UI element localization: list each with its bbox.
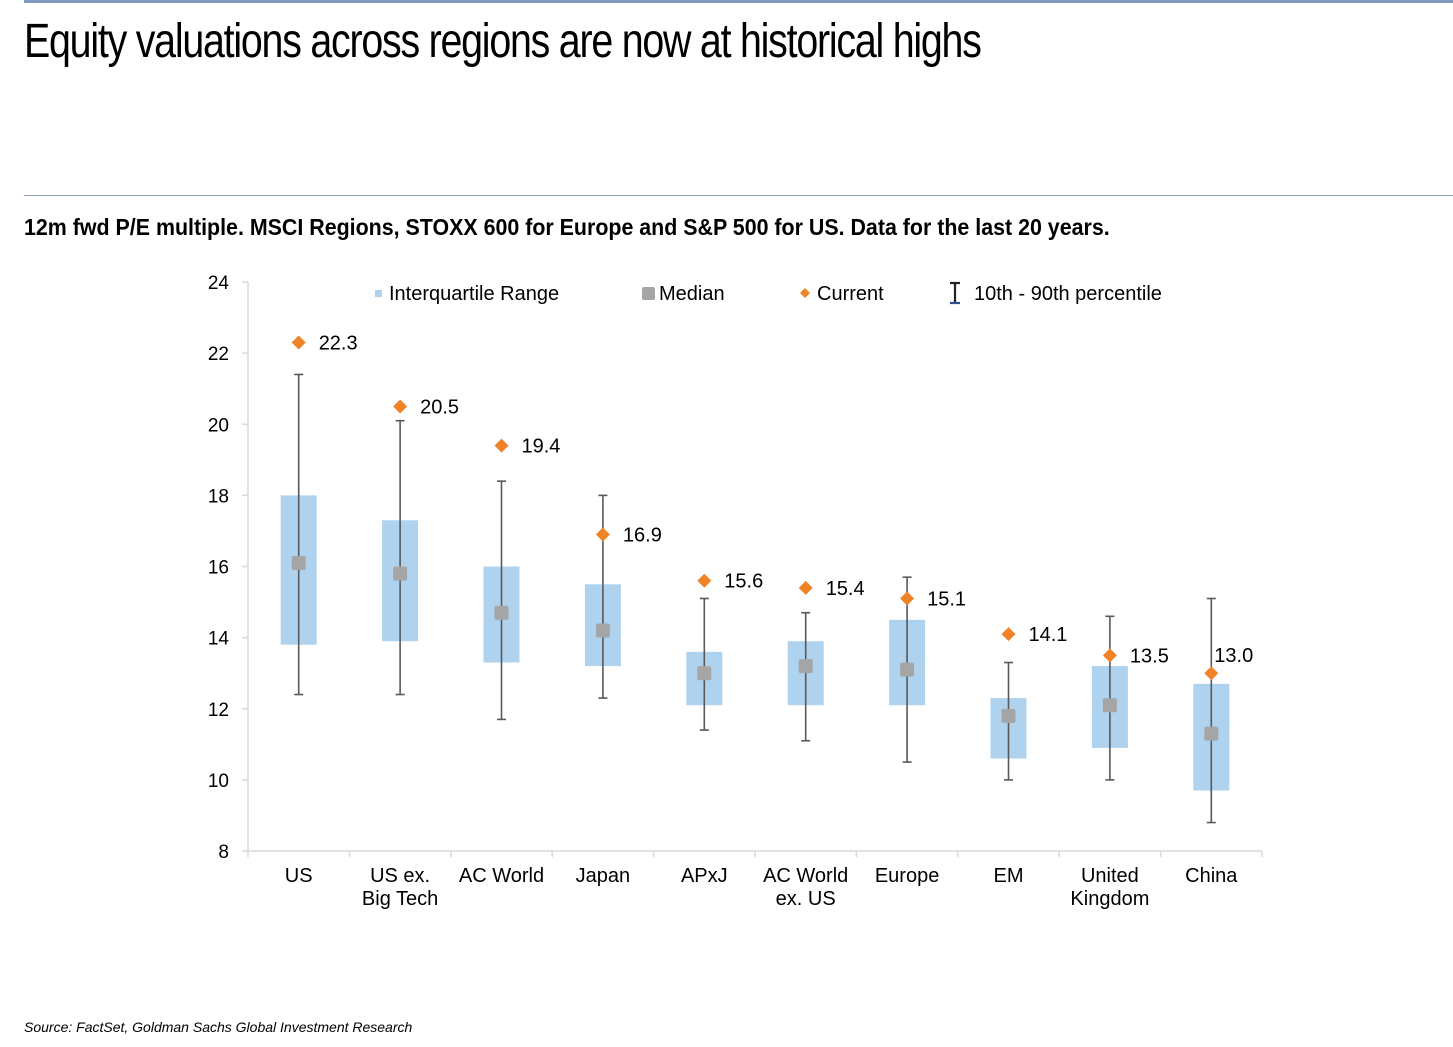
category-label: AC World [459, 865, 544, 887]
legend-current-swatch [800, 288, 810, 298]
legend-median-label: Median [659, 283, 725, 305]
chart-subtitle: 12m fwd P/E multiple. MSCI Regions, STOX… [24, 214, 1110, 240]
legend-iqr-label: Interquartile Range [389, 283, 559, 305]
boxes: 22.3 US 20.5 US ex.Big Tech 19.4 AC World 16.9… [280, 332, 1253, 910]
current-data-label: 15.4 [826, 578, 865, 600]
category-label: Europe [875, 865, 940, 887]
category-group: 20.5 US ex.Big Tech [362, 396, 459, 910]
y-tick-label: 14 [208, 629, 230, 650]
category-group: 19.4 AC World [459, 436, 561, 887]
current-data-label: 19.4 [522, 436, 561, 458]
current-data-label: 20.5 [420, 396, 459, 418]
current-marker [393, 399, 408, 414]
category-group: 13.0 China [1185, 597, 1253, 887]
current-marker [798, 580, 813, 595]
top-rule [24, 0, 1453, 3]
legend-whisker-label: 10th - 90th percentile [974, 283, 1162, 305]
legend-median-swatch [642, 287, 655, 300]
legend-current-label: Current [817, 283, 884, 305]
category-label: Kingdom [1070, 888, 1149, 910]
median-marker [393, 566, 408, 581]
median-marker [291, 555, 306, 570]
y-tick-label: 12 [208, 700, 229, 721]
category-group: 15.6 APxJ [681, 571, 763, 887]
current-marker [900, 591, 915, 606]
y-tick-label: 22 [208, 344, 229, 365]
category-label: Japan [576, 865, 631, 887]
y-tick-label: 8 [218, 842, 229, 863]
y-tick-label: 20 [208, 415, 229, 436]
current-data-label: 15.1 [927, 589, 966, 611]
y-tick-label: 16 [208, 558, 229, 579]
category-group: 15.1 Europe [875, 576, 966, 887]
median-marker [1102, 698, 1117, 713]
current-marker [697, 573, 712, 588]
category-label: Big Tech [362, 888, 438, 910]
current-marker [595, 527, 610, 542]
legend: Interquartile Range Median Current 10th - 9… [375, 281, 1162, 305]
median-marker [494, 605, 509, 620]
y-tick-label: 18 [208, 486, 229, 507]
category-label: US [285, 865, 313, 887]
category-label: US ex. [370, 865, 430, 887]
current-data-label: 22.3 [319, 332, 358, 354]
category-group: 22.3 US [280, 332, 358, 887]
current-marker [1001, 627, 1016, 642]
category-label: APxJ [681, 865, 728, 887]
median-marker [798, 659, 813, 674]
y-tick-label: 24 [208, 273, 230, 294]
current-marker [1204, 666, 1219, 681]
category-group: 16.9 Japan [576, 494, 662, 887]
source-note: Source: FactSet, Goldman Sachs Global In… [24, 1019, 413, 1035]
category-label: United [1081, 865, 1139, 887]
current-data-label: 15.6 [724, 571, 763, 593]
category-label: China [1185, 865, 1238, 887]
current-marker [494, 438, 509, 453]
median-marker [595, 623, 610, 638]
current-data-label: 13.5 [1130, 645, 1169, 667]
legend-iqr-swatch [375, 290, 382, 297]
median-marker [1204, 726, 1219, 741]
y-tick-label: 10 [208, 771, 229, 792]
category-label: ex. US [776, 888, 836, 910]
median-marker [900, 662, 915, 677]
current-data-label: 14.1 [1029, 624, 1068, 646]
section-divider [24, 195, 1453, 196]
current-marker [291, 335, 306, 350]
category-label: AC World [763, 865, 848, 887]
median-marker [1001, 708, 1016, 723]
chart: 8 10 12 14 16 18 20 22 24 22.3 US 20.5 US ex.Big Te… [208, 273, 1263, 910]
median-marker [697, 666, 712, 681]
page-title: Equity valuations across regions are now… [24, 15, 982, 68]
current-data-label: 16.9 [623, 524, 662, 546]
current-data-label: 13.0 [1214, 645, 1253, 667]
current-marker [1102, 648, 1117, 663]
axes: 8 10 12 14 16 18 20 22 24 [208, 273, 1263, 863]
category-label: EM [994, 865, 1024, 887]
category-group: 14.1 EM [990, 624, 1068, 887]
